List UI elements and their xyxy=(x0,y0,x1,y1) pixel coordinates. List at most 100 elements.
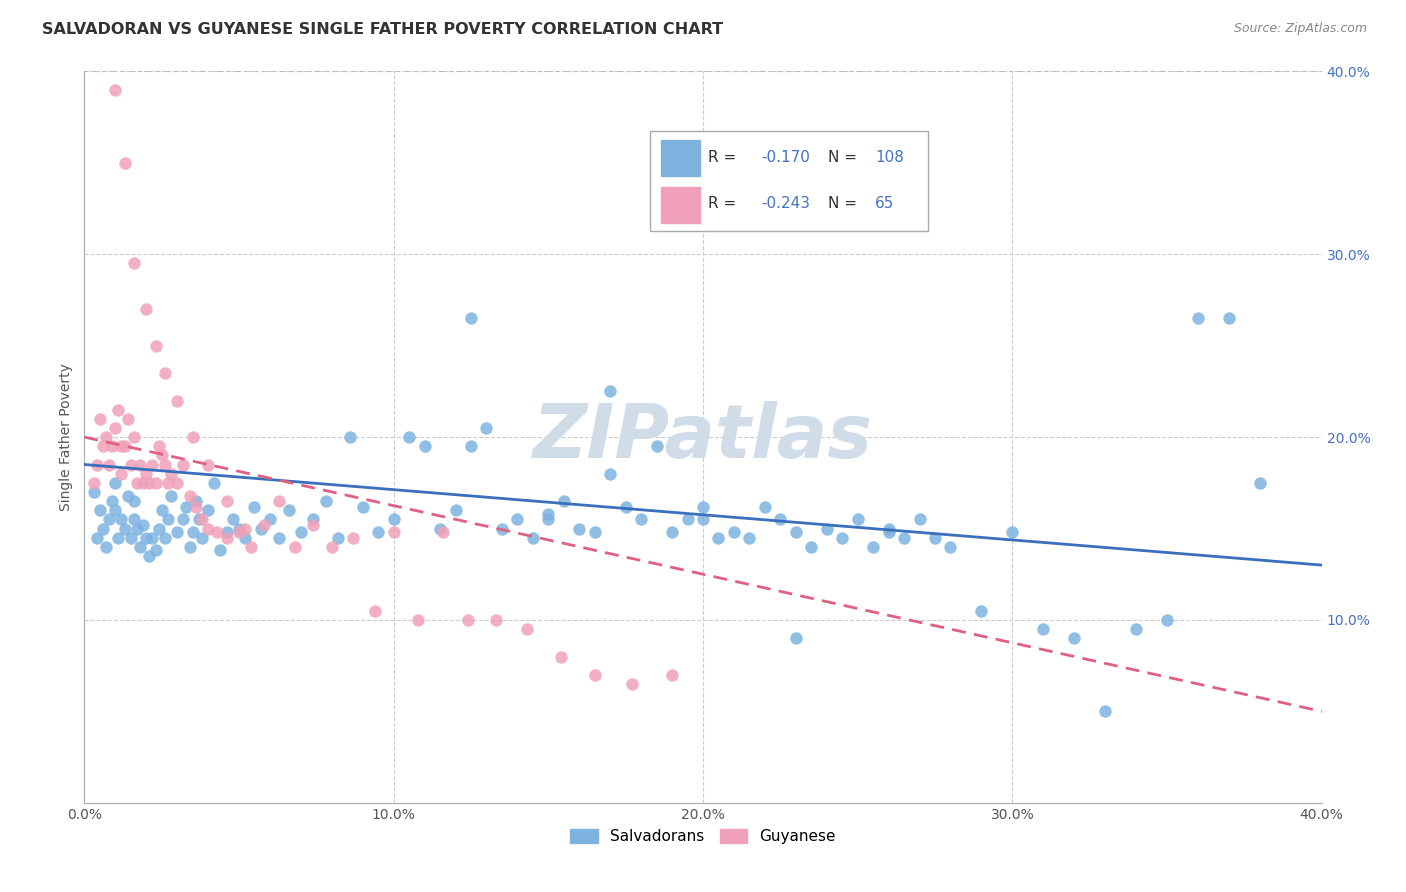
Text: Source: ZipAtlas.com: Source: ZipAtlas.com xyxy=(1233,22,1367,36)
Point xyxy=(707,531,730,545)
Point xyxy=(209,543,232,558)
Point xyxy=(240,540,263,554)
Point xyxy=(104,82,127,96)
Point xyxy=(1187,311,1209,326)
Point xyxy=(516,622,538,636)
Point xyxy=(156,475,179,490)
Point xyxy=(141,531,163,545)
Point xyxy=(110,512,132,526)
Point xyxy=(233,531,256,545)
Point xyxy=(831,531,853,545)
Point xyxy=(114,439,136,453)
Point xyxy=(101,494,124,508)
Point xyxy=(104,475,127,490)
Point xyxy=(800,540,823,554)
Point xyxy=(522,531,544,545)
Text: N =: N = xyxy=(828,196,862,211)
Point xyxy=(550,649,572,664)
Point xyxy=(233,521,256,535)
Text: SALVADORAN VS GUYANESE SINGLE FATHER POVERTY CORRELATION CHART: SALVADORAN VS GUYANESE SINGLE FATHER POV… xyxy=(42,22,723,37)
Point xyxy=(191,512,214,526)
Point xyxy=(145,543,167,558)
Point xyxy=(599,384,621,399)
Point xyxy=(398,430,420,444)
Point xyxy=(132,475,155,490)
Point xyxy=(228,521,250,535)
Point xyxy=(259,512,281,526)
Legend: Salvadorans, Guyanese: Salvadorans, Guyanese xyxy=(564,822,842,850)
Point xyxy=(460,311,482,326)
Point xyxy=(645,439,668,453)
Point xyxy=(160,467,183,481)
Point xyxy=(284,540,307,554)
Point xyxy=(98,512,121,526)
Point xyxy=(101,439,124,453)
Point xyxy=(114,156,136,170)
Point xyxy=(785,632,807,646)
Point xyxy=(661,525,683,540)
Point xyxy=(249,521,271,535)
Point xyxy=(630,512,652,526)
Bar xyxy=(661,186,700,223)
Point xyxy=(769,512,792,526)
Point xyxy=(302,512,325,526)
Point xyxy=(181,525,204,540)
Point xyxy=(91,521,114,535)
Point xyxy=(1094,705,1116,719)
Point xyxy=(877,521,900,535)
Point xyxy=(176,500,198,514)
Point xyxy=(117,489,139,503)
Point xyxy=(207,525,229,540)
Point xyxy=(599,467,621,481)
Point xyxy=(1001,525,1024,540)
Point xyxy=(846,512,869,526)
Point xyxy=(661,667,683,681)
Point xyxy=(83,475,105,490)
Point xyxy=(156,512,179,526)
Point xyxy=(94,540,117,554)
Point xyxy=(135,301,157,317)
Point xyxy=(132,517,155,532)
Point xyxy=(138,549,160,563)
Point xyxy=(908,512,931,526)
Point xyxy=(815,521,838,535)
Point xyxy=(125,475,148,490)
Point xyxy=(583,525,606,540)
Point xyxy=(432,525,454,540)
Point xyxy=(104,503,127,517)
Point xyxy=(135,531,157,545)
Point xyxy=(444,503,467,517)
Point xyxy=(568,521,591,535)
Point xyxy=(122,256,145,270)
Point xyxy=(179,489,201,503)
Point xyxy=(153,366,176,380)
Point xyxy=(290,525,312,540)
Point xyxy=(243,500,266,514)
Point xyxy=(321,540,343,554)
Point xyxy=(184,500,207,514)
Point xyxy=(141,458,163,472)
Point xyxy=(269,531,291,545)
Point xyxy=(475,421,498,435)
Text: 65: 65 xyxy=(875,196,894,211)
Point xyxy=(89,412,111,426)
Point xyxy=(197,521,219,535)
Point xyxy=(222,512,245,526)
Text: 108: 108 xyxy=(875,151,904,166)
Point xyxy=(150,503,173,517)
Point xyxy=(197,458,219,472)
Text: ZIPatlas: ZIPatlas xyxy=(533,401,873,474)
Point xyxy=(614,500,637,514)
Point xyxy=(104,421,127,435)
Point xyxy=(1156,613,1178,627)
Point xyxy=(1063,632,1085,646)
Point xyxy=(89,503,111,517)
Point xyxy=(110,467,132,481)
Point xyxy=(692,512,714,526)
Point xyxy=(91,439,114,453)
Point xyxy=(326,531,349,545)
Point xyxy=(83,485,105,500)
Point xyxy=(160,489,183,503)
Point xyxy=(122,430,145,444)
Point xyxy=(537,507,560,521)
